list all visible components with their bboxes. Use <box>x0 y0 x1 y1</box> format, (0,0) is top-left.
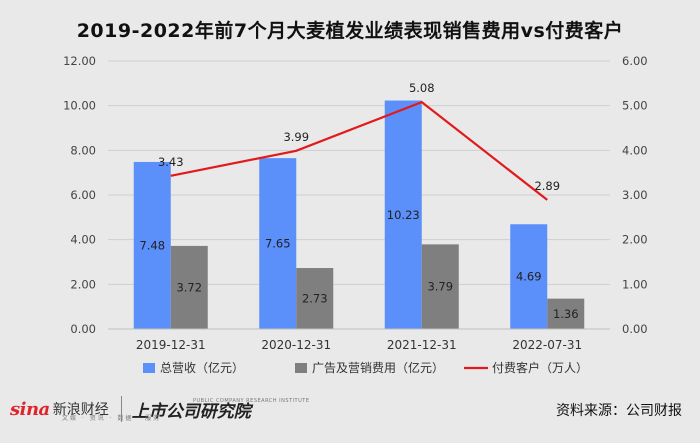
line-data-label: 5.08 <box>409 81 435 95</box>
legend-label: 总营收（亿元） <box>160 360 244 375</box>
bar-data-label: 7.65 <box>265 237 291 251</box>
bar-marketing <box>296 268 334 329</box>
bar-data-label: 1.36 <box>553 307 579 321</box>
sina-brand-name: 新浪财经 <box>52 402 109 418</box>
sina-brand-tagline: 文娱 · 资讯 · 数据 · 服务 <box>62 415 162 422</box>
x-tick-label: 2019-12-31 <box>136 338 206 352</box>
line-paying-customers <box>170 100 548 201</box>
bar-marketing <box>547 298 585 329</box>
line-data-label: 2.89 <box>534 179 560 193</box>
x-tick-label: 2022-07-31 <box>512 338 582 352</box>
institute-tagline: PUBLIC COMPANY RESEARCH INSTITUTE <box>193 398 310 404</box>
line-data-label: 3.43 <box>158 155 184 169</box>
legend-swatch <box>143 363 155 373</box>
brand-divider <box>120 396 122 422</box>
y-right-tick-label: 5.00 <box>622 99 648 113</box>
institute-logo: 上市公司研究院 <box>131 401 251 422</box>
footer-brand: sina 新浪财经 文娱 · 资讯 · 数据 · 服务 上市公司研究院 PUBL… <box>10 392 309 426</box>
bar-data-label: 2.73 <box>302 292 328 306</box>
legend-label: 付费客户（万人） <box>492 360 588 375</box>
legend-swatch <box>295 363 307 373</box>
x-tick-label: 2021-12-31 <box>387 338 457 352</box>
y-left-tick-label: 2.00 <box>70 277 96 291</box>
sina-logo: sina <box>10 398 50 420</box>
bar-data-label: 3.79 <box>427 280 453 294</box>
source-note: 资料来源：公司财报 <box>556 403 682 419</box>
line-data-label: 3.99 <box>283 130 309 144</box>
bar-revenue <box>259 158 297 329</box>
bar-data-label: 3.72 <box>176 280 202 294</box>
y-right-tick-label: 2.00 <box>622 233 648 247</box>
bar-data-label: 7.48 <box>139 238 165 252</box>
y-left-tick-label: 4.00 <box>70 233 96 247</box>
y-right-tick-label: 1.00 <box>622 277 648 291</box>
bar-data-label: 4.69 <box>516 270 542 284</box>
y-right-tick-label: 4.00 <box>622 143 648 157</box>
y-left-tick-label: 10.00 <box>63 99 96 113</box>
y-left-tick-label: 0.00 <box>70 322 96 336</box>
y-right-tick-label: 0.00 <box>622 322 648 336</box>
y-right-tick-label: 3.00 <box>622 188 648 202</box>
bar-revenue <box>133 161 171 329</box>
bar-marketing <box>421 244 459 329</box>
bar-revenue <box>510 224 548 329</box>
bar-data-label: 10.23 <box>387 208 420 222</box>
bar-revenue <box>384 100 422 329</box>
legend-label: 广告及营销费用（亿元） <box>312 360 444 375</box>
y-left-tick-label: 6.00 <box>70 188 96 202</box>
chart-title: 2019-2022年前7个月大麦植发业绩表现销售费用vs付费客户 <box>76 19 624 42</box>
y-right-tick-label: 6.00 <box>622 54 648 68</box>
y-left-tick-label: 8.00 <box>70 143 96 157</box>
x-tick-label: 2020-12-31 <box>261 338 331 352</box>
y-left-tick-label: 12.00 <box>63 54 96 68</box>
bar-marketing <box>170 245 208 329</box>
